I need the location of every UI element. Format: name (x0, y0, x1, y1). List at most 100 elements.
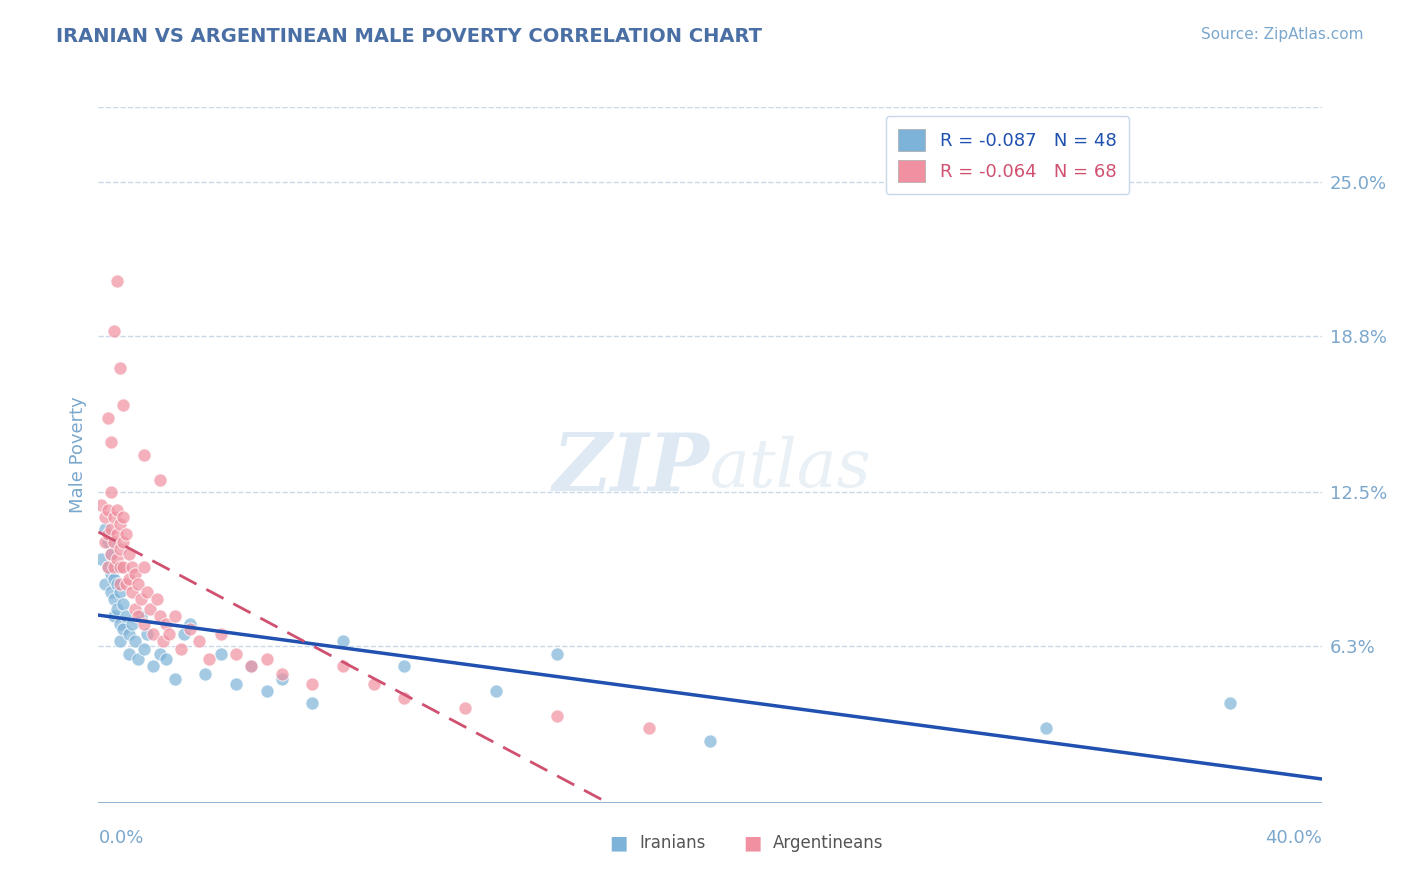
Point (256, 651, 278, 665)
Point (93, 510, 115, 524)
Point (115, 577, 138, 591)
Text: atlas: atlas (710, 436, 872, 501)
Point (127, 651, 149, 665)
Point (149, 473, 172, 487)
Legend: R = -0.087   N = 48, R = -0.064   N = 68: R = -0.087 N = 48, R = -0.064 N = 68 (886, 116, 1129, 194)
Point (100, 523, 122, 537)
Point (270, 672, 292, 686)
Point (118, 572, 141, 586)
Point (100, 584, 122, 599)
Y-axis label: Male Poverty: Male Poverty (69, 397, 87, 513)
Text: ■: ■ (742, 833, 762, 853)
Point (136, 584, 159, 599)
Point (699, 733, 721, 747)
Point (105, 602, 128, 616)
Text: Iranians: Iranians (640, 834, 706, 852)
Point (105, 577, 128, 591)
Point (173, 627, 195, 641)
Point (392, 659, 416, 673)
Point (111, 622, 134, 636)
Point (546, 708, 568, 723)
Text: ■: ■ (609, 833, 628, 853)
Point (103, 324, 125, 338)
Point (103, 510, 125, 524)
Point (103, 572, 125, 586)
Point (97, 535, 120, 549)
Point (134, 448, 156, 462)
Point (100, 485, 122, 500)
Point (163, 609, 186, 624)
Point (105, 527, 128, 541)
Point (118, 547, 141, 561)
Point (124, 567, 146, 582)
Point (124, 602, 146, 616)
Point (121, 559, 143, 574)
Point (142, 659, 165, 673)
Text: ZIP: ZIP (553, 430, 710, 508)
Text: Argentineans: Argentineans (773, 834, 884, 852)
Point (118, 647, 141, 661)
Point (100, 435, 122, 450)
Point (115, 609, 138, 624)
Point (157, 627, 180, 641)
Point (197, 651, 219, 665)
Point (1219, 697, 1241, 711)
Point (108, 634, 131, 648)
Point (637, 721, 661, 735)
Point (454, 701, 477, 715)
Point (134, 641, 156, 656)
Point (240, 659, 263, 673)
Point (100, 547, 122, 561)
Text: 40.0%: 40.0% (1265, 829, 1322, 847)
Point (90, 552, 112, 566)
Point (103, 559, 125, 574)
Point (108, 584, 131, 599)
Point (225, 676, 247, 690)
Point (301, 697, 323, 711)
Point (105, 274, 128, 288)
Point (170, 641, 193, 656)
Point (392, 691, 416, 706)
Point (225, 647, 247, 661)
Point (105, 559, 128, 574)
Point (149, 609, 172, 624)
Point (145, 592, 167, 607)
Point (103, 592, 125, 607)
Point (256, 684, 278, 698)
Point (103, 609, 125, 624)
Point (136, 627, 159, 641)
Point (115, 527, 138, 541)
Point (139, 602, 162, 616)
Point (179, 616, 201, 631)
Point (97, 559, 120, 574)
Text: Source: ZipAtlas.com: Source: ZipAtlas.com (1201, 27, 1364, 42)
Point (100, 567, 122, 582)
Point (142, 627, 165, 641)
Point (111, 510, 134, 524)
Point (90, 498, 112, 512)
Point (194, 666, 217, 681)
Point (155, 651, 177, 665)
Point (209, 627, 232, 641)
Point (93, 523, 115, 537)
Text: 0.0%: 0.0% (98, 829, 143, 847)
Point (93, 535, 115, 549)
Point (121, 616, 143, 631)
Point (149, 647, 172, 661)
Point (97, 527, 120, 541)
Point (97, 410, 120, 425)
Point (97, 502, 120, 516)
Point (121, 584, 143, 599)
Point (332, 634, 354, 648)
Point (179, 622, 201, 636)
Point (108, 559, 131, 574)
Point (129, 609, 152, 624)
Point (363, 676, 385, 690)
Point (155, 616, 177, 631)
Point (111, 398, 134, 412)
Point (111, 535, 134, 549)
Point (100, 547, 122, 561)
Point (93, 577, 115, 591)
Point (134, 559, 156, 574)
Point (105, 552, 128, 566)
